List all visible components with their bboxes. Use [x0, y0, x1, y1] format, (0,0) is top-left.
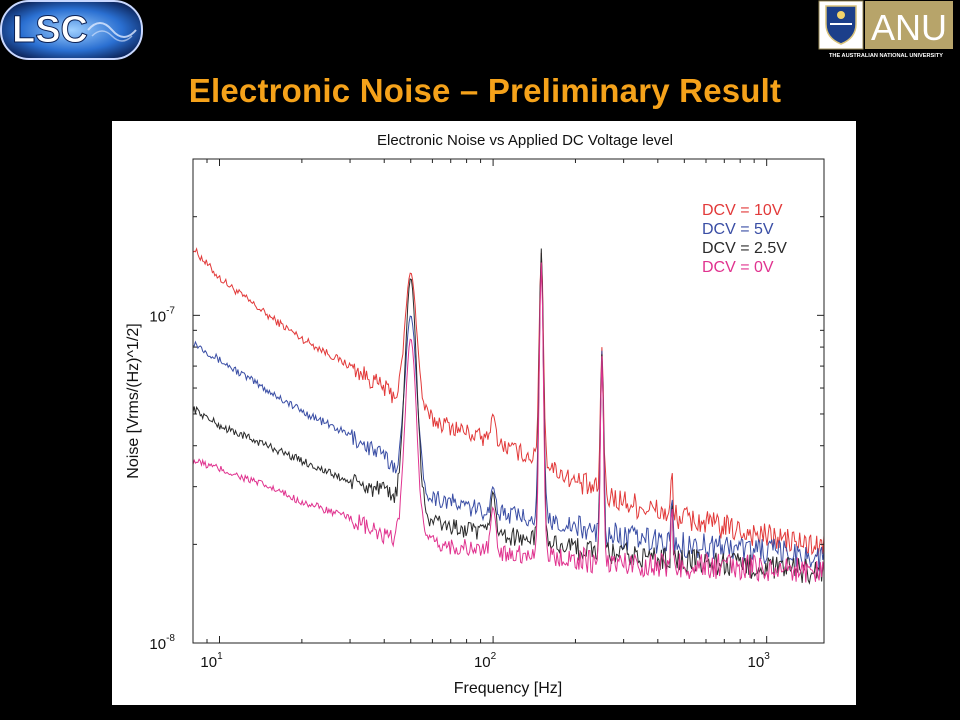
- y-axis-label: Noise [Vrms/(Hz)^1/2]: [125, 323, 142, 478]
- anu-crest-logo: ANU THE AUSTRALIAN NATIONAL UNIVERSITY: [818, 0, 953, 59]
- series-line: [192, 247, 825, 557]
- anu-logo-text: ANU: [871, 7, 947, 48]
- noise-chart: Electronic Noise vs Applied DC Voltage l…: [112, 121, 856, 705]
- figure-background: [112, 121, 856, 705]
- slide-title: Electronic Noise – Preliminary Result: [188, 72, 782, 109]
- y-tick-label: 10-7: [149, 305, 175, 325]
- lsc-logo: LSC: [0, 0, 143, 60]
- legend-item: DCV = 0V: [702, 259, 774, 276]
- series-line: [192, 262, 825, 583]
- legend-item: DCV = 5V: [702, 221, 774, 238]
- x-axis-label: Frequency [Hz]: [454, 680, 562, 697]
- series-line: [192, 257, 825, 572]
- chart-title: Electronic Noise vs Applied DC Voltage l…: [377, 132, 673, 149]
- plot-frame: [192, 158, 825, 644]
- lsc-logo-text: LSC: [12, 9, 88, 51]
- series-layer: [192, 247, 825, 585]
- y-tick-label: 10-8: [149, 633, 175, 653]
- anu-logo-subtitle: THE AUSTRALIAN NATIONAL UNIVERSITY: [829, 53, 943, 59]
- legend-item: DCV = 2.5V: [702, 240, 787, 257]
- legend: DCV = 10V DCV = 5V DCV = 2.5V DCV = 0V: [702, 202, 787, 276]
- x-tick-label: 101: [200, 651, 223, 671]
- tick-layer: 101 102 103 10-8 10-7: [149, 158, 824, 671]
- x-tick-label: 102: [474, 651, 497, 671]
- legend-item: DCV = 10V: [702, 202, 783, 219]
- x-tick-label: 103: [748, 651, 771, 671]
